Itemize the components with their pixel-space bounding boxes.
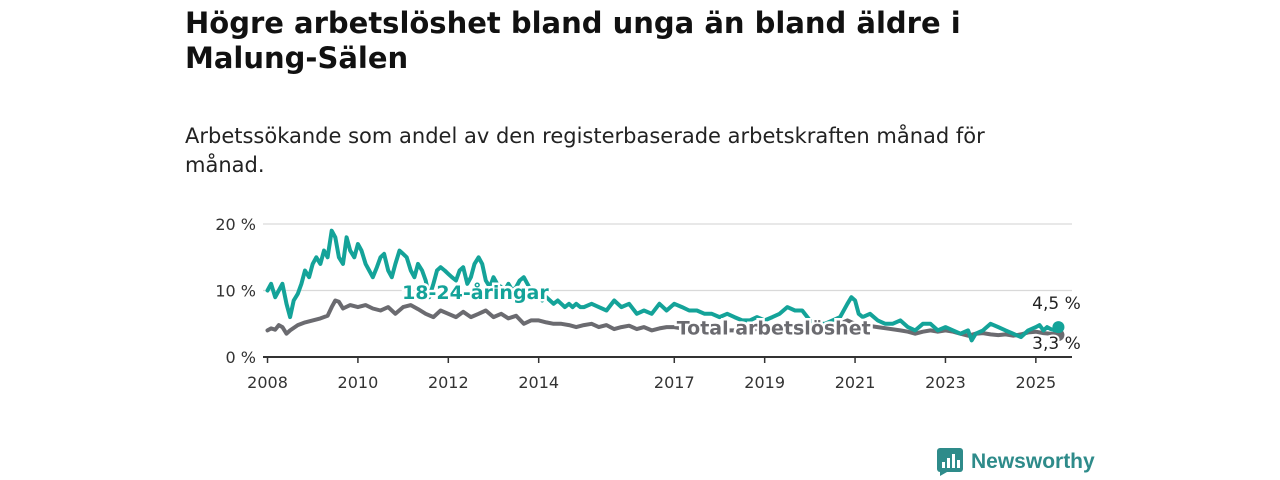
x-tick-label: 2025 <box>1015 373 1056 392</box>
x-tick-label: 2019 <box>744 373 785 392</box>
y-tick-label: 10 % <box>215 282 256 301</box>
line-chart: 0 % 10 % 20 % 2008 2010 2012 2014 2017 2019 2021 2… <box>215 215 1082 392</box>
series-label-youth: 18-24-åringar <box>402 280 549 304</box>
series-line-youth <box>265 228 1061 343</box>
end-point-youth <box>1052 321 1065 334</box>
end-label-youth: 4,5 % <box>1032 294 1081 314</box>
chart-subtitle: Arbetssökande som andel av den registerb… <box>185 124 985 177</box>
brand-name: Newsworthy <box>971 450 1095 473</box>
x-tick-label: 2010 <box>338 373 379 392</box>
chart-title: Högre arbetslöshet bland unga än bland ä… <box>185 6 961 75</box>
x-tick-label: 2012 <box>428 373 469 392</box>
series-label-total: Total arbetslöshet <box>677 318 871 340</box>
newsworthy-logo: Newsworthy <box>937 448 1095 476</box>
bar-chart-logo-icon <box>937 448 963 476</box>
x-tick-label: 2008 <box>247 373 288 392</box>
y-tick-label: 20 % <box>215 215 256 234</box>
x-tick-label: 2014 <box>518 373 559 392</box>
x-tick-label: 2021 <box>835 373 876 392</box>
x-tick-label: 2023 <box>925 373 966 392</box>
y-tick-label: 0 % <box>226 348 256 367</box>
x-tick-label: 2017 <box>654 373 695 392</box>
end-label-total: 3,3 % <box>1032 334 1081 354</box>
